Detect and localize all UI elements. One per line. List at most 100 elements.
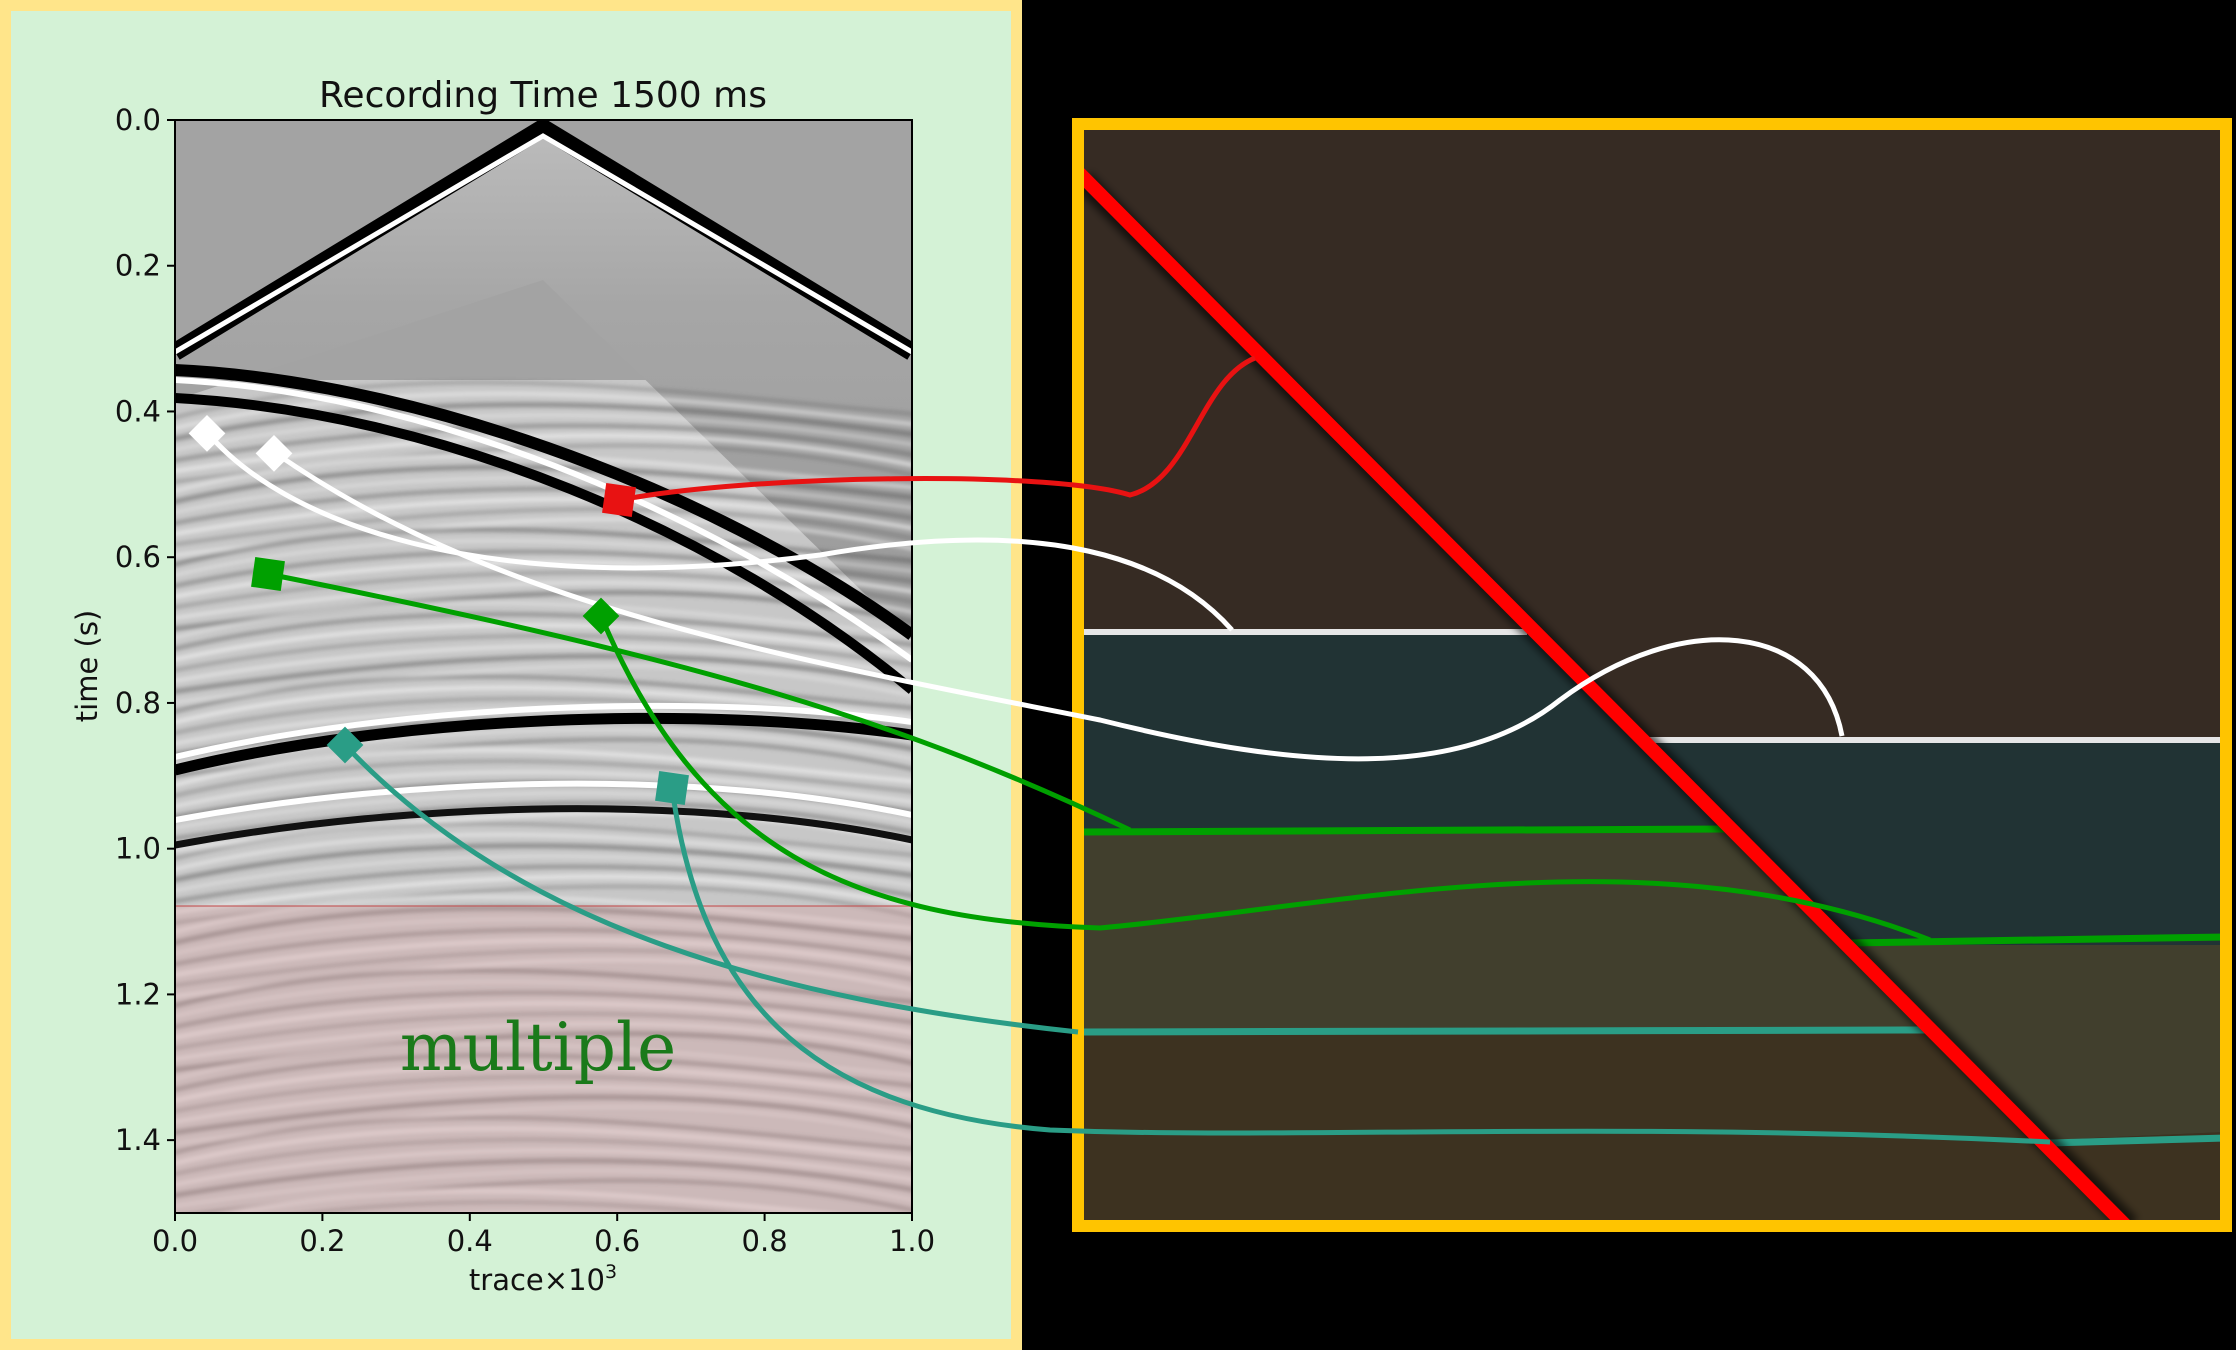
seismic-stripe (175, 833, 912, 871)
x-tick-label: 0.2 (299, 1224, 345, 1258)
connector-green-2 (598, 615, 1931, 943)
horizon-teal-right (2049, 1134, 2227, 1147)
seismic-stripe (175, 697, 912, 734)
seismic-stripe (175, 760, 912, 797)
multiple-label: multiple (400, 1009, 676, 1086)
multiple-region (175, 905, 912, 1213)
horizon-green-left (1077, 825, 1728, 836)
seismic-stripe (175, 968, 912, 1008)
y-axis: 0.0 0.2 0.4 0.6 0.8 1.0 1.2 1.4 (115, 103, 175, 1157)
seismic-stripe (175, 949, 912, 987)
x-tick-label: 0.0 (152, 1224, 198, 1258)
plot-title: Recording Time 1500 ms (319, 75, 767, 116)
seismic-stripe (449, 1211, 602, 1213)
direct-wave-white (175, 133, 912, 355)
seismic-stripe (222, 1189, 837, 1213)
seismic-stripe (175, 1126, 912, 1166)
reflector-white-1 (175, 702, 912, 760)
seismic-stripe (175, 1001, 912, 1040)
marker-green-diamond (582, 597, 620, 635)
seismic-stripe (175, 822, 912, 860)
y-tick-label: 0.4 (115, 394, 161, 428)
connector-teal-2 (669, 787, 2051, 1145)
seismic-stripe (175, 843, 912, 882)
connector-green-1 (267, 571, 1132, 833)
refraction-white-1 (175, 377, 912, 663)
seismic-stripe (175, 1085, 912, 1124)
connector-white-1 (205, 430, 1234, 632)
seismic-stripe (175, 1012, 912, 1050)
seismic-stripe (175, 1053, 912, 1092)
marker-green-square (251, 557, 285, 591)
marker-teal-square (655, 771, 689, 805)
seismic-stripe (175, 623, 912, 662)
y-tick-label: 0.0 (115, 103, 161, 137)
seismic-stripe (175, 865, 912, 903)
reflector-black-1 (175, 712, 912, 776)
seismic-stripe (301, 1201, 736, 1213)
connector-teal-1 (343, 743, 1079, 1035)
x-axis-label-exponent: 3 (605, 1261, 617, 1283)
seismic-stripe (175, 527, 912, 567)
seismic-stripe (175, 980, 912, 1018)
geologic-model (1072, 118, 2232, 1234)
x-tick-label: 0.6 (594, 1224, 640, 1258)
marker-white-diamond-1 (188, 415, 226, 452)
layer-bottom-brown (1078, 1030, 2226, 1226)
reflector-black-2 (175, 805, 912, 849)
seismic-stripe (175, 1022, 912, 1061)
plot-frame (174, 119, 913, 1214)
marker-teal-diamond (326, 726, 364, 764)
seismic-stripe (175, 1169, 912, 1208)
fault-line (1073, 167, 2131, 1231)
seismic-stripe (175, 1031, 912, 1072)
seismic-stripe (175, 465, 912, 504)
seismic-stripe (175, 1138, 912, 1175)
seismic-stripe (175, 874, 912, 915)
seismic-stripe (175, 654, 912, 694)
direct-wave-zone (175, 126, 912, 640)
seismic-stripe (175, 571, 912, 609)
y-tick-label: 0.2 (115, 249, 161, 283)
marker-white-diamond-2 (255, 435, 293, 472)
seismic-plot: Recording Time 1500 ms multiple 0.0 0.2 0.… (70, 75, 935, 1297)
horizon-teal-left (1077, 1026, 1927, 1036)
seismic-stripe (175, 1158, 912, 1198)
seismic-stripe (175, 991, 912, 1029)
connector-white-2 (272, 449, 1845, 762)
seismic-stripe (175, 508, 912, 546)
x-tick-label: 0.8 (742, 1224, 788, 1258)
seismic-stripe (175, 792, 912, 829)
x-tick-label: 1.0 (889, 1224, 935, 1258)
x-axis-label-base: trace×10 (469, 1263, 605, 1297)
seismic-stripe (175, 918, 912, 955)
reflector-white-2 (175, 780, 912, 823)
seismic-stripe (175, 906, 912, 945)
seismic-stripe (175, 1064, 912, 1103)
seismic-stripe (175, 938, 912, 977)
x-axis-label: trace×103 (469, 1261, 617, 1297)
refraction-black-2 (175, 393, 912, 694)
seismic-stripe (175, 414, 912, 451)
x-axis: 0.0 0.2 0.4 0.6 0.8 1.0 (152, 1213, 935, 1258)
seismic-stripe (175, 1043, 912, 1081)
seismic-stripe (175, 770, 912, 808)
seismic-stripe (175, 1095, 912, 1135)
event-markers (188, 415, 689, 805)
seismic-stripe (175, 590, 912, 631)
marker-red-square (602, 483, 636, 517)
connector-red (619, 355, 1256, 503)
seismic-stripe (175, 675, 912, 714)
seismic-stripe (175, 928, 912, 966)
y-tick-label: 0.8 (115, 686, 161, 720)
model-frame (1072, 118, 2232, 1232)
seismic-stripe (175, 612, 912, 651)
y-axis-label: time (s) (70, 610, 104, 722)
event-connectors (205, 355, 2051, 1145)
seismic-stripe (175, 748, 912, 788)
seismic-stripe (175, 487, 912, 525)
seismic-stripe (175, 402, 912, 441)
horizon-green-right (1846, 933, 2227, 947)
seismic-stripe (175, 381, 912, 419)
